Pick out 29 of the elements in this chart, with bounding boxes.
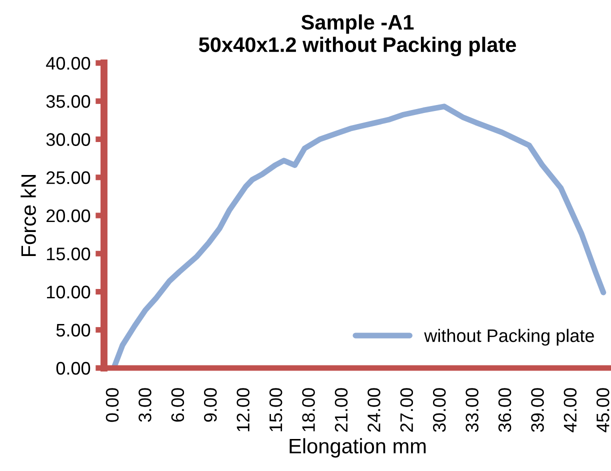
x-tick-label: 27.00 <box>400 388 414 432</box>
y-tick-label: 40.00 <box>46 56 90 70</box>
y-axis-title: Force kN <box>20 174 36 256</box>
x-tick-label: 0.00 <box>106 388 119 422</box>
y-tick-label: 5.00 <box>56 324 90 337</box>
y-tick-label: 25.00 <box>46 171 90 184</box>
y-tick-label: 0.00 <box>56 362 90 375</box>
y-tick-label: 20.00 <box>46 209 90 222</box>
x-tick-label: 30.00 <box>432 388 446 432</box>
x-tick-label: 33.00 <box>466 388 478 432</box>
x-tick-label: 3.00 <box>138 388 152 422</box>
x-tick-label: 45.00 <box>596 388 610 432</box>
x-tick-label: 21.00 <box>334 388 348 432</box>
x-tick-label: 18.00 <box>302 388 315 432</box>
y-tick-label: 30.00 <box>46 133 90 146</box>
y-tick-label: 35.00 <box>46 95 90 108</box>
x-tick-label: 6.00 <box>171 388 184 422</box>
x-tick-label: 24.00 <box>368 388 380 432</box>
x-tick-label: 12.00 <box>236 388 250 432</box>
legend-label: without Packing plate <box>424 328 594 346</box>
y-tick-label: 15.00 <box>47 248 90 260</box>
y-tick-label: 10.00 <box>47 286 90 298</box>
x-tick-label: 42.00 <box>564 388 577 432</box>
x-tick-label: 9.00 <box>204 388 217 422</box>
x-axis-title: Elongation mm <box>290 438 426 458</box>
x-tick-label: 36.00 <box>498 388 512 432</box>
chart-title: Sample -A1 50x40x1.2 without Packing plate <box>198 14 516 56</box>
x-tick-label: 15.00 <box>269 388 282 432</box>
x-tick-label: 39.00 <box>531 388 544 432</box>
